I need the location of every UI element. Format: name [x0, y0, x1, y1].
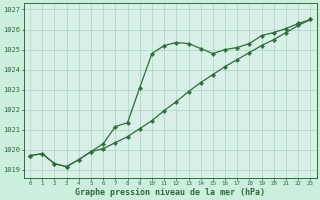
X-axis label: Graphe pression niveau de la mer (hPa): Graphe pression niveau de la mer (hPa): [75, 188, 265, 197]
